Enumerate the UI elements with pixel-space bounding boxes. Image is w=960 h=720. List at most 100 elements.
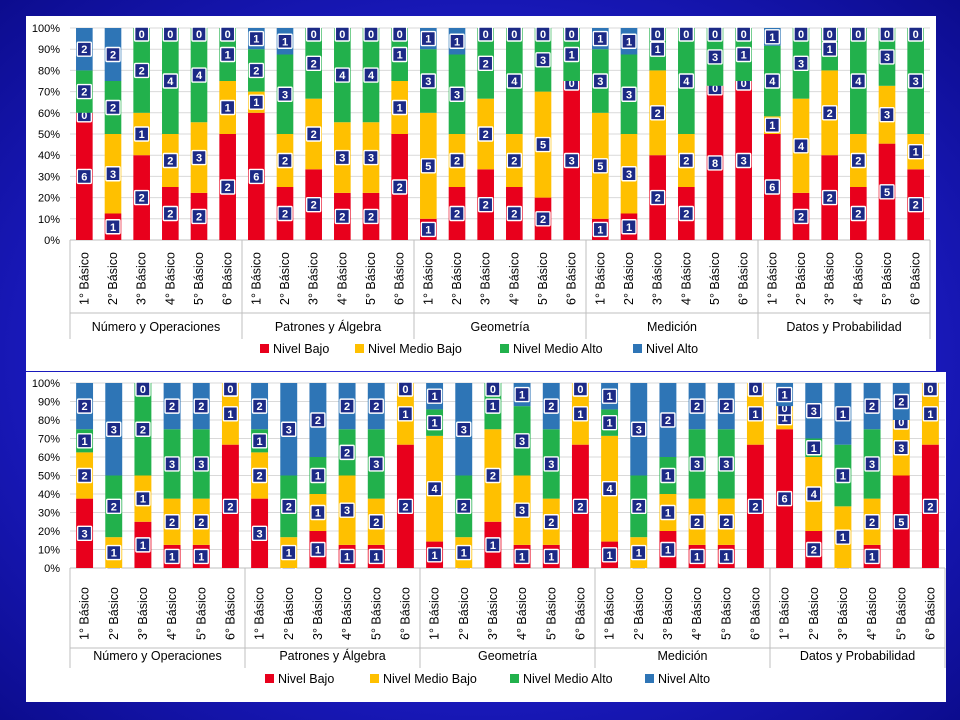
data-label: 3 [712, 52, 718, 64]
data-label-box [572, 381, 589, 397]
data-label: 1 [607, 418, 613, 430]
data-label: 2 [454, 209, 460, 221]
group-label: Número y Operaciones [93, 649, 222, 663]
y-tick-label: 40% [38, 489, 60, 501]
data-label: 1 [315, 545, 321, 557]
category-label: 6° Básico [393, 252, 407, 305]
data-label-box [601, 481, 618, 497]
group-label: Datos y Probabilidad [800, 649, 915, 663]
data-label-box [764, 73, 781, 89]
data-label-box [426, 414, 443, 431]
data-label: 3 [636, 424, 642, 436]
data-label: 1 [626, 36, 632, 48]
data-label-box [426, 547, 443, 563]
category-label: 4° Básico [515, 587, 529, 640]
data-label-box [281, 544, 297, 561]
legend-entry: Nivel Alto [646, 342, 698, 356]
category-label: 6° Básico [923, 587, 937, 640]
data-label: 2 [227, 501, 233, 513]
legend-entry: Nivel Medio Bajo [383, 672, 477, 686]
data-label-box [735, 46, 752, 63]
data-label: 1 [607, 550, 613, 562]
data-label: 1 [110, 222, 116, 234]
data-label-box [277, 33, 293, 49]
data-label: 2 [140, 424, 146, 436]
data-label-box [592, 221, 609, 238]
data-label: 0 [752, 384, 758, 396]
data-label: 2 [655, 108, 661, 120]
data-label-box [660, 467, 676, 484]
data-label-box [563, 26, 580, 42]
stacked-bar-chart-bottom: 0% 10% 20% 30% 40% 50% 60% 70% 80% 90% 100% 3 2 1 2 1° … [32, 378, 946, 686]
data-label: 1 [432, 418, 438, 430]
data-label: 3 [884, 110, 890, 122]
data-label: 0 [577, 384, 583, 396]
data-label-box [310, 504, 326, 521]
data-label: 3 [898, 443, 904, 455]
category-label: 4° Básico [340, 587, 354, 640]
data-label-box [535, 26, 551, 42]
legend-swatch [370, 674, 379, 683]
group-label: Patrones y Álgebra [275, 319, 381, 334]
data-label: 2 [110, 50, 116, 62]
data-label-box [397, 406, 414, 422]
data-label: 3 [461, 424, 467, 436]
category-label: 6° Básico [565, 252, 579, 305]
data-label-box [747, 498, 764, 515]
data-label-box [514, 386, 530, 403]
category-label: 3° Básico [661, 587, 675, 640]
data-label-box [649, 189, 666, 206]
data-label: 1 [432, 391, 438, 403]
legend-swatch [265, 674, 274, 683]
data-label: 1 [373, 551, 379, 563]
data-label: 2 [898, 397, 904, 409]
data-label-box [864, 514, 880, 530]
data-label: 4 [368, 70, 375, 82]
data-label: 2 [225, 182, 231, 194]
data-label: 3 [519, 505, 525, 517]
legend-entry: Nivel Alto [658, 672, 710, 686]
category-label: 2° Básico [632, 587, 646, 640]
data-label-box [631, 498, 647, 515]
data-label: 1 [111, 548, 117, 560]
category-label: 6° Básico [573, 587, 587, 640]
data-label-box [621, 86, 637, 102]
y-tick-label: 60% [38, 452, 60, 464]
category-label: 4° Básico [851, 252, 865, 305]
data-label-box [660, 412, 676, 428]
legend-swatch [510, 674, 519, 683]
data-label: 1 [286, 548, 292, 560]
data-label-box [193, 514, 209, 530]
data-label-box [277, 152, 293, 169]
data-label: 4 [811, 489, 818, 501]
data-label: 5 [898, 517, 904, 529]
data-label: 0 [569, 78, 575, 90]
data-label-box [689, 456, 705, 472]
data-label: 0 [741, 29, 747, 41]
data-label: 6 [782, 494, 788, 506]
y-tick-label: 30% [38, 171, 60, 183]
data-label: 1 [548, 551, 554, 563]
category-label: 3° Básico [135, 252, 149, 305]
data-label-box [907, 143, 924, 160]
data-label: 1 [869, 551, 875, 563]
y-tick-label: 80% [38, 415, 60, 427]
data-label: 1 [490, 401, 496, 413]
data-label: 4 [167, 76, 174, 88]
data-label-box [764, 179, 781, 195]
data-label-box [391, 99, 408, 116]
data-label: 1 [913, 147, 919, 159]
data-label: 1 [597, 34, 603, 46]
data-label-box [806, 440, 822, 456]
data-label: 2 [636, 501, 642, 513]
data-label: 2 [577, 501, 583, 513]
data-label: 2 [483, 200, 489, 212]
data-label-box [821, 105, 838, 121]
data-label: 2 [82, 471, 88, 483]
data-label: 1 [827, 44, 833, 56]
data-label: 3 [741, 156, 747, 168]
y-tick-label: 50% [38, 129, 60, 141]
data-label: 2 [315, 415, 321, 427]
data-label: 2 [927, 501, 933, 513]
